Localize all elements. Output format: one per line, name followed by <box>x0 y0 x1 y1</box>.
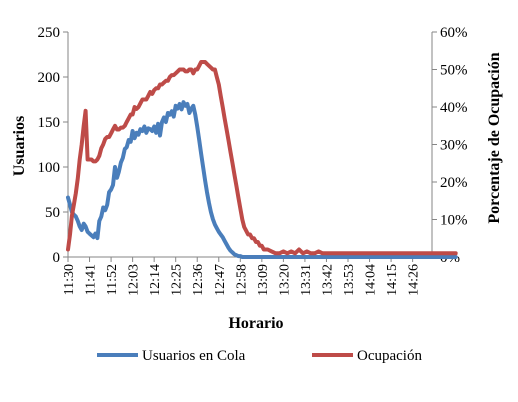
x-tick-label: 11:30 <box>62 264 77 295</box>
left-tick-label: 150 <box>38 115 61 131</box>
left-tick-label: 250 <box>38 25 61 41</box>
x-tick-label: 11:52 <box>105 264 120 295</box>
left-axis-ticks: 0 50 100 150 200 250 <box>38 25 68 266</box>
right-tick-label: 60% <box>440 25 468 41</box>
left-tick-label: 0 <box>53 250 61 266</box>
right-tick-label: 40% <box>440 100 468 116</box>
x-tick-label: 12:58 <box>234 264 249 296</box>
x-tick-label: 13:20 <box>277 264 292 296</box>
x-tick-label: 12:14 <box>148 264 163 296</box>
right-axis-ticks: 0%10%20%30%40%50%60% <box>432 25 468 266</box>
legend-label-ocupacion: Ocupación <box>357 348 422 364</box>
x-tick-label: 13:09 <box>256 264 271 296</box>
x-tick-label: 13:53 <box>342 264 357 296</box>
x-tick-label: 13:42 <box>320 264 335 296</box>
right-tick-label: 10% <box>440 213 468 229</box>
series-line-ocupacion <box>66 60 458 256</box>
left-tick-label: 200 <box>38 70 61 86</box>
x-axis-title: Horario <box>228 315 283 332</box>
y-axis-title: Usuarios <box>11 116 28 176</box>
series-lines <box>66 60 458 259</box>
right-tick-label: 30% <box>440 138 468 154</box>
x-tick-label: 12:47 <box>213 264 228 296</box>
x-tick-label: 11:41 <box>84 264 99 295</box>
legend-label-usuarios: Usuarios en Cola <box>142 348 246 364</box>
x-tick-label: 14:15 <box>385 264 400 296</box>
x-tick-label: 12:25 <box>170 264 185 296</box>
x-axis-ticks: 11:30 11:41 11:52 12:03 12:14 12:25 12:36 12:47… <box>62 257 422 296</box>
x-tick-label: 13:31 <box>299 264 314 296</box>
left-tick-label: 50 <box>45 205 60 221</box>
right-tick-label: 20% <box>440 175 468 191</box>
left-tick-label: 100 <box>38 160 61 176</box>
right-tick-label: 50% <box>440 63 468 79</box>
plot-frame <box>67 32 433 258</box>
series-line-usuarios <box>66 100 458 259</box>
x-tick-label: 12:36 <box>191 264 206 296</box>
legend: Usuarios en Cola Ocupación <box>97 348 422 364</box>
y2-axis-title: Porcentaje de Ocupación <box>486 52 503 223</box>
x-tick-label: 12:03 <box>127 264 142 296</box>
x-tick-label: 14:26 <box>407 264 422 296</box>
x-tick-label: 14:04 <box>364 264 379 296</box>
